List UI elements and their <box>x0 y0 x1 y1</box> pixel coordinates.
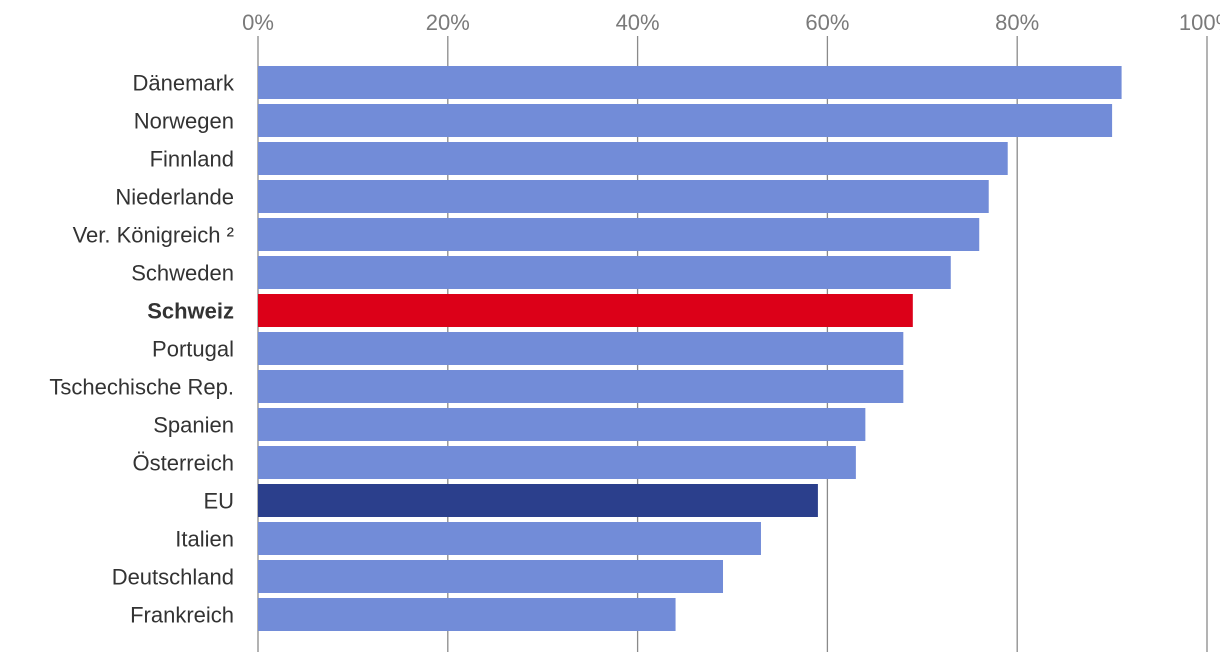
x-tick-label-20: 20% <box>426 10 470 35</box>
bar-tschechische-rep <box>258 370 904 403</box>
category-label-finnland: Finnland <box>150 147 234 172</box>
x-tick-label-80: 80% <box>995 10 1039 35</box>
bar-norwegen <box>258 104 1113 137</box>
x-tick-label-0: 0% <box>242 10 274 35</box>
category-label-italien: Italien <box>175 527 234 552</box>
category-label-niederlande: Niederlande <box>115 185 234 210</box>
bar-italien <box>258 522 761 555</box>
bar-deutschland <box>258 560 724 593</box>
bar-osterreich <box>258 446 856 479</box>
category-label-danemark: Dänemark <box>133 71 235 96</box>
category-label-frankreich: Frankreich <box>130 603 234 628</box>
category-label-schweiz: Schweiz <box>147 299 234 324</box>
bar-schweden <box>258 256 951 289</box>
bar-portugal <box>258 332 904 365</box>
category-label-eu: EU <box>203 489 234 514</box>
bar-finnland <box>258 142 1008 175</box>
category-label-portugal: Portugal <box>152 337 234 362</box>
bar-danemark <box>258 66 1122 99</box>
bar-frankreich <box>258 598 676 631</box>
category-labels: Dänemark Norwegen Finnland Niederlande Ver. … <box>49 71 235 628</box>
x-tick-label-40: 40% <box>616 10 660 35</box>
bar-spanien <box>258 408 866 441</box>
x-tick-label-60: 60% <box>805 10 849 35</box>
x-axis-ticks: 0% 20% 40% 60% 80% 100% <box>242 10 1220 35</box>
bars <box>258 66 1122 631</box>
category-label-osterreich: Österreich <box>133 451 234 476</box>
category-label-tschechische-rep: Tschechische Rep. <box>49 375 234 400</box>
bar-ver-konigreich <box>258 218 980 251</box>
category-label-ver-konigreich: Ver. Königreich ² <box>73 223 234 248</box>
category-label-norwegen: Norwegen <box>134 109 234 134</box>
bar-niederlande <box>258 180 989 213</box>
category-label-spanien: Spanien <box>153 413 234 438</box>
category-label-schweden: Schweden <box>131 261 234 286</box>
bar-schweiz <box>258 294 913 327</box>
category-label-deutschland: Deutschland <box>112 565 234 590</box>
x-tick-label-100: 100% <box>1179 10 1220 35</box>
bar-eu <box>258 484 818 517</box>
